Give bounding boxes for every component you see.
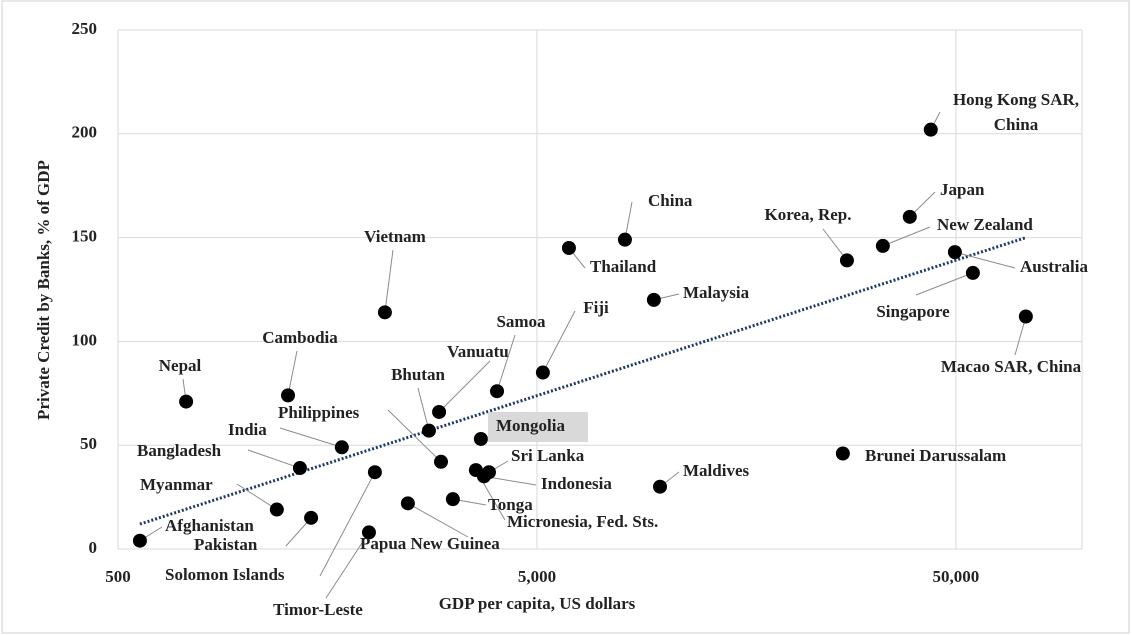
x-tick-label: 50,000 (933, 567, 980, 586)
point-label: Vietnam (364, 227, 426, 246)
point-label: Fiji (583, 298, 609, 317)
leader-line (247, 449, 301, 469)
leader-line (417, 387, 430, 431)
point-label: Timor-Leste (273, 600, 363, 619)
leader-line (954, 251, 1016, 269)
point-label: Korea, Rep. (764, 205, 851, 224)
x-tick-label: 500 (105, 567, 131, 586)
trendline (139, 236, 1027, 526)
leader-line (915, 272, 974, 296)
y-tick-label: 150 (72, 227, 98, 246)
point-label: Bangladesh (137, 441, 222, 460)
point-label: Cambodia (262, 328, 338, 347)
data-point (473, 431, 488, 446)
point-label: Thailand (590, 257, 657, 276)
point-label: Brunei Darussalam (865, 446, 1006, 465)
data-point (902, 209, 917, 224)
point-label: New Zealand (937, 215, 1033, 234)
y-tick-label: 100 (72, 330, 98, 349)
data-point (646, 292, 661, 307)
data-point (367, 465, 382, 480)
data-point (434, 454, 449, 469)
data-point (535, 365, 550, 380)
y-tick-label: 0 (89, 538, 98, 557)
data-point (965, 265, 980, 280)
point-label: China (648, 191, 693, 210)
data-point (653, 479, 668, 494)
data-point (839, 253, 854, 268)
leader-line (542, 310, 576, 373)
point-label: Pakistan (194, 535, 258, 554)
data-point (561, 240, 576, 255)
point-label: Papua New Guinea (360, 534, 500, 553)
leader-line (279, 427, 342, 448)
point-label: Singapore (876, 302, 950, 321)
data-point (179, 394, 194, 409)
data-point (281, 388, 296, 403)
point-label: Macao SAR, China (941, 357, 1082, 376)
point-label: India (228, 420, 267, 439)
y-tick-label: 50 (80, 434, 97, 453)
data-point (445, 492, 460, 507)
leader-line (496, 334, 516, 392)
data-point (875, 238, 890, 253)
data-point (421, 423, 436, 438)
point-label: Sri Lanka (511, 446, 585, 465)
data-point (361, 525, 376, 540)
x-tick-label: 5,000 (518, 567, 556, 586)
data-point (476, 469, 491, 484)
leader-line (387, 409, 442, 463)
point-label: Australia (1020, 257, 1089, 276)
data-point (334, 440, 349, 455)
data-point (617, 232, 632, 247)
x-axis-title: GDP per capita, US dollars (439, 594, 636, 613)
data-point (835, 446, 850, 461)
point-label: Afghanistan (165, 516, 254, 535)
point-label: Solomon Islands (165, 565, 285, 584)
point-label: Nepal (159, 356, 202, 375)
point-label: Micronesia, Fed. Sts. (507, 512, 658, 531)
leader-line (319, 471, 376, 577)
data-point (269, 502, 284, 517)
leader-line (384, 249, 394, 313)
point-label: Hong Kong SAR, China (953, 90, 1079, 134)
y-tick-label: 200 (72, 123, 98, 142)
data-point (304, 510, 319, 525)
data-point (432, 404, 447, 419)
data-point (1018, 309, 1033, 324)
leader-line (407, 502, 469, 538)
point-label: Samoa (496, 312, 546, 331)
data-point (490, 384, 505, 399)
data-point (947, 245, 962, 260)
point-label: Tonga (488, 495, 533, 514)
data-point (292, 461, 307, 476)
point-label: Maldives (683, 461, 749, 480)
point-label: Indonesia (541, 474, 612, 493)
point-label: Vanuatu (447, 342, 509, 361)
point-label: Myanmar (140, 475, 213, 494)
data-point (923, 122, 938, 137)
data-point (400, 496, 415, 511)
leader-line (438, 360, 491, 413)
leader-line (287, 350, 298, 396)
leader-line (882, 226, 931, 247)
point-label: Philippines (278, 403, 360, 422)
data-point (377, 305, 392, 320)
y-tick-label: 250 (72, 19, 98, 38)
point-label: Bhutan (391, 365, 445, 384)
leader-line (325, 532, 370, 599)
data-point (132, 533, 147, 548)
point-label: Mongolia (496, 416, 565, 435)
point-label: Japan (940, 180, 985, 199)
point-label: Malaysia (683, 283, 750, 302)
leader-line (236, 483, 278, 510)
y-axis-title: Private Credit by Banks, % of GDP (34, 160, 53, 420)
label-highlight (488, 412, 588, 442)
